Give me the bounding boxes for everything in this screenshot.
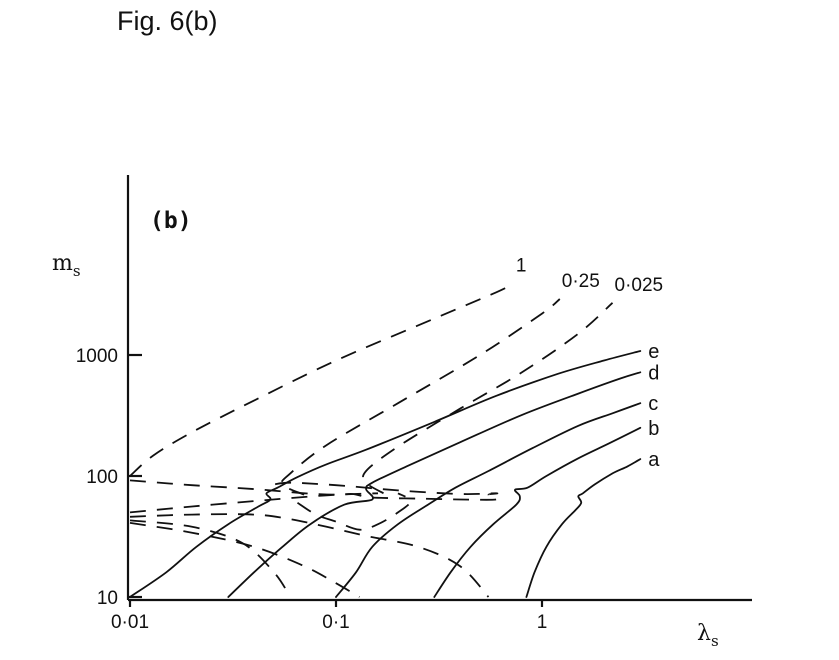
x-axis-title: λs (697, 621, 719, 650)
dashed-curve-unlabeled-13 (297, 492, 412, 531)
x-tick-label: 0·01 (111, 612, 149, 633)
curve-label-0025: 0·025 (615, 275, 664, 296)
curve-label-a: a (648, 449, 660, 471)
dashed-curve-0025 (362, 302, 614, 495)
solid-curve-b (433, 426, 642, 598)
axes (126, 175, 752, 602)
curve-label-1: 1 (516, 255, 527, 276)
solid-curve-e (129, 350, 642, 598)
y-tick-label: 100 (86, 467, 118, 488)
curves (129, 282, 642, 598)
y-axis-title: ms (52, 251, 81, 280)
curve-label-c: c (648, 393, 658, 415)
figure-caption: Fig. 6(b) (117, 6, 218, 36)
dashed-curve-unlabeled-10 (129, 513, 490, 598)
curve-label-025: 0·25 (562, 271, 600, 292)
curve-label-b: b (648, 418, 659, 440)
dashed-curve-unlabeled-8 (129, 479, 499, 501)
y-tick-label: 1000 (76, 346, 118, 367)
y-tick-label: 10 (97, 588, 118, 609)
panel-label: (b) (150, 208, 192, 234)
x-axis-title-sub: s (711, 632, 719, 650)
y-axis-title-main: m (52, 251, 73, 276)
tick-labels: 0·01 0·1 1 10 100 1000 (76, 346, 548, 633)
y-axis-title-sub: s (73, 262, 81, 280)
solid-curve-a (525, 458, 642, 598)
dashed-curve-unlabeled-11 (129, 519, 292, 598)
solid-curve-d (227, 371, 642, 598)
x-axis-title-main: λ (697, 621, 711, 646)
ticks (128, 353, 544, 607)
dashed-curve-unlabeled-12 (129, 522, 360, 598)
dashed-curve-unlabeled-9 (129, 492, 379, 514)
x-tick-label: 1 (537, 612, 548, 633)
curve-label-d: d (648, 362, 659, 384)
curve-label-e: e (648, 341, 659, 363)
dashed-curve-1 (129, 282, 515, 477)
dashed-curve-025 (280, 298, 561, 496)
solid-curve-c (335, 402, 642, 598)
x-tick-label: 0·1 (322, 612, 349, 633)
